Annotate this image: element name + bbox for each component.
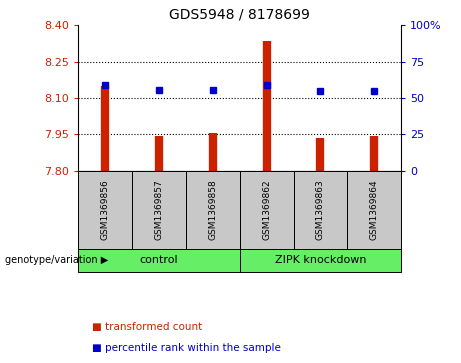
- Text: GSM1369862: GSM1369862: [262, 179, 271, 240]
- Text: ■ transformed count: ■ transformed count: [92, 322, 202, 332]
- Text: GSM1369857: GSM1369857: [154, 179, 164, 240]
- Text: GSM1369863: GSM1369863: [316, 179, 325, 240]
- Text: GSM1369856: GSM1369856: [101, 179, 110, 240]
- Text: GSM1369864: GSM1369864: [370, 179, 378, 240]
- Text: genotype/variation ▶: genotype/variation ▶: [5, 256, 108, 265]
- Text: GSM1369858: GSM1369858: [208, 179, 217, 240]
- Text: control: control: [140, 256, 178, 265]
- Text: ZIPK knockdown: ZIPK knockdown: [275, 256, 366, 265]
- Title: GDS5948 / 8178699: GDS5948 / 8178699: [169, 8, 310, 21]
- Text: ■ percentile rank within the sample: ■ percentile rank within the sample: [92, 343, 281, 354]
